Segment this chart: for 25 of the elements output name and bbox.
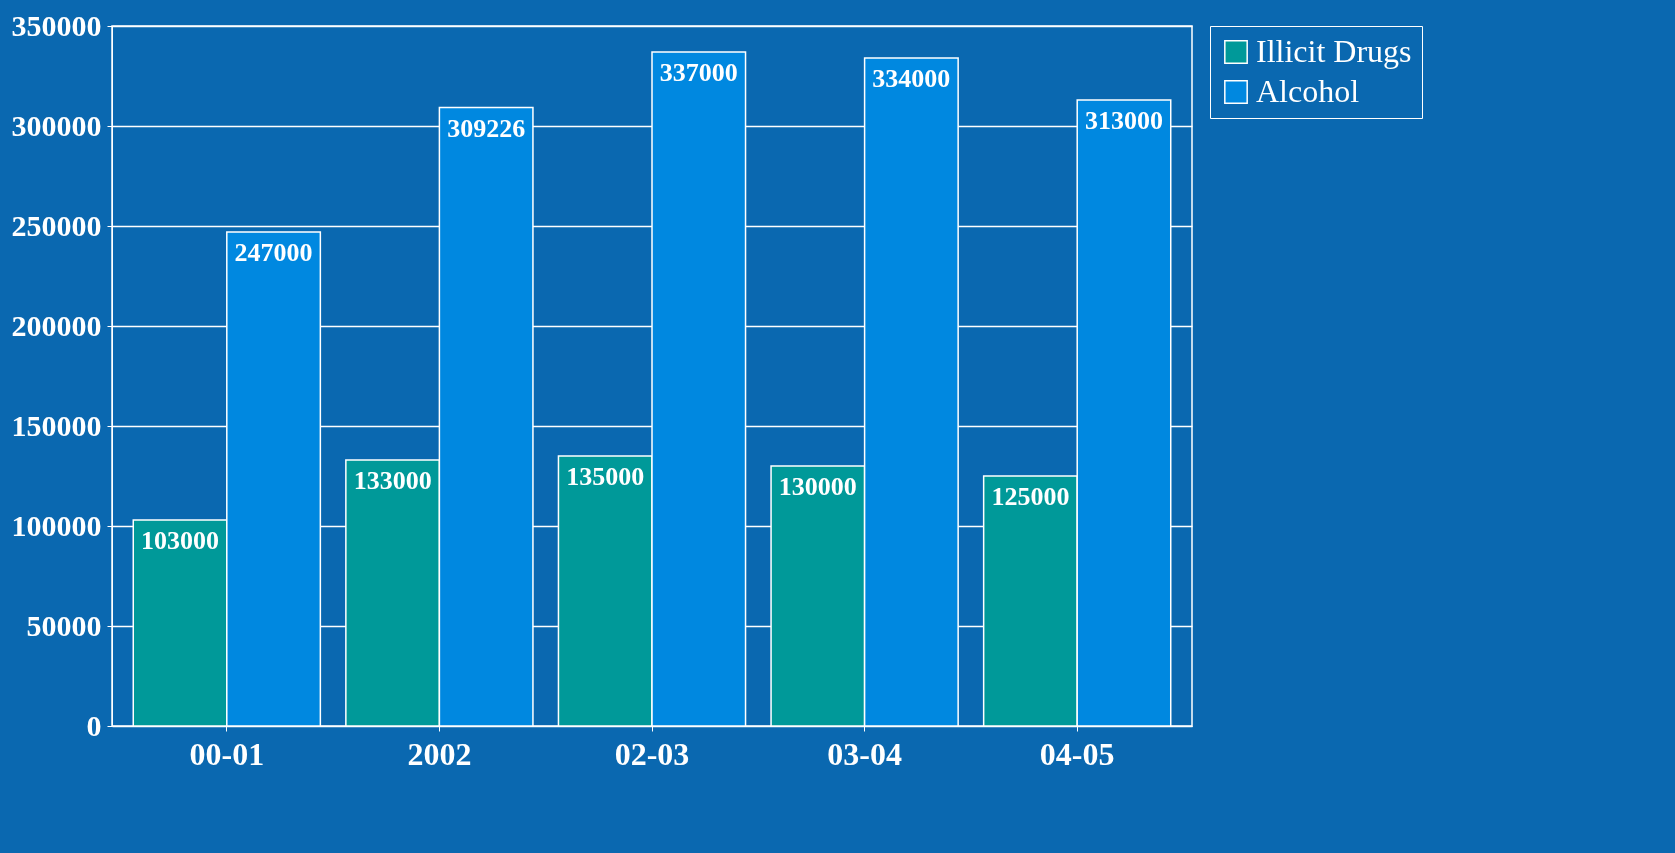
data-label: 103000 <box>141 526 220 555</box>
data-label: 135000 <box>566 462 645 491</box>
y-tick-label: 0 <box>86 708 102 742</box>
data-label: 337000 <box>659 58 738 87</box>
y-tick-label: 150000 <box>11 408 102 442</box>
x-tick-label: 2002 <box>407 735 472 772</box>
y-tick-label: 50000 <box>26 608 102 642</box>
legend-label: Alcohol <box>1256 73 1360 109</box>
x-tick-label: 02-03 <box>614 735 690 772</box>
y-tick-label: 100000 <box>11 508 102 542</box>
y-tick-label: 250000 <box>11 208 102 242</box>
legend-label: Illicit Drugs <box>1256 33 1412 69</box>
data-label: 125000 <box>991 482 1070 511</box>
data-label: 334000 <box>872 64 951 93</box>
y-tick-label: 350000 <box>11 8 102 42</box>
x-tick-label: 03-04 <box>827 735 902 772</box>
data-label: 309226 <box>447 113 526 143</box>
y-tick-label: 300000 <box>11 108 102 142</box>
data-label: 313000 <box>1084 106 1163 135</box>
data-label: 130000 <box>778 472 857 501</box>
data-label: 133000 <box>353 466 432 495</box>
x-tick-label: 04-05 <box>1039 735 1115 772</box>
y-tick-label: 200000 <box>11 308 102 342</box>
data-label: 247000 <box>234 238 313 267</box>
x-tick-label: 00-01 <box>189 735 265 772</box>
